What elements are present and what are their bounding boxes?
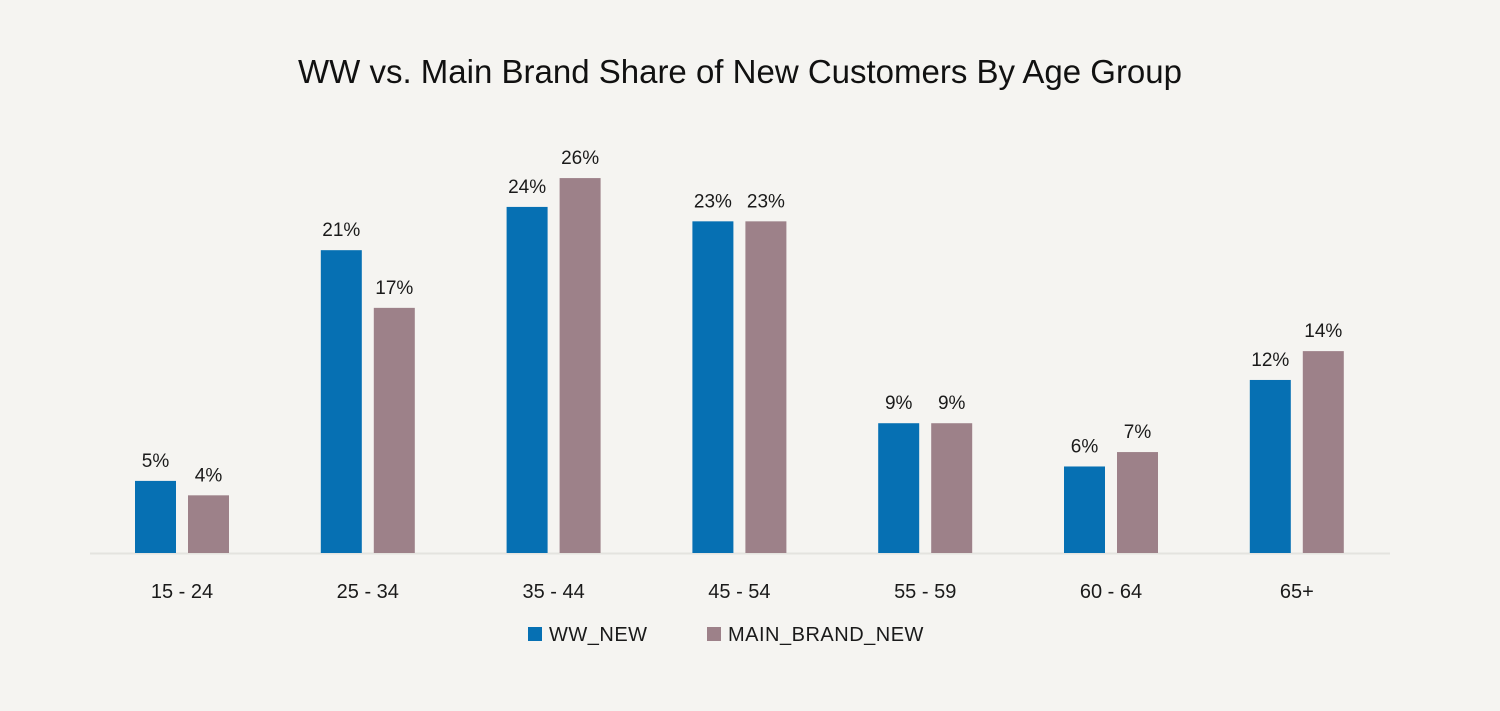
bar-main-brand-new-3 bbox=[745, 221, 787, 553]
x-tick-label: 25 - 34 bbox=[337, 581, 399, 603]
bar-ww-new-0 bbox=[135, 480, 176, 553]
x-tick-label: 45 - 54 bbox=[708, 581, 770, 603]
legend-label-ww-new: WW_NEW bbox=[549, 624, 648, 646]
data-label: 9% bbox=[885, 393, 913, 414]
data-label: 4% bbox=[195, 465, 223, 486]
bar-ww-new-6 bbox=[1249, 379, 1291, 553]
data-label: 23% bbox=[747, 191, 785, 212]
bar-main-brand-new-5 bbox=[1117, 452, 1158, 553]
bar-main-brand-new-4 bbox=[931, 423, 973, 553]
data-label: 21% bbox=[322, 220, 360, 241]
x-tick-label: 65+ bbox=[1280, 581, 1314, 603]
bar-main-brand-new-1 bbox=[373, 307, 415, 553]
legend-swatch-ww-new bbox=[528, 627, 542, 641]
x-tick-label: 15 - 24 bbox=[151, 581, 213, 603]
bar-ww-new-1 bbox=[320, 250, 362, 553]
legend: WW_NEW MAIN_BRAND_NEW bbox=[528, 624, 924, 646]
bar-ww-new-5 bbox=[1064, 466, 1105, 553]
bar-ww-new-4 bbox=[878, 423, 920, 553]
data-label: 7% bbox=[1124, 422, 1152, 443]
bar-ww-new-3 bbox=[692, 221, 734, 553]
x-tick-labels-group: 15 - 24 25 - 34 35 - 44 45 - 54 55 - 59 60 - … bbox=[151, 581, 1314, 603]
bars-group bbox=[135, 178, 1344, 554]
data-label: 14% bbox=[1304, 321, 1342, 342]
bar-main-brand-new-2 bbox=[559, 178, 601, 553]
data-label: 26% bbox=[561, 148, 599, 169]
data-label: 17% bbox=[375, 278, 413, 299]
data-label: 12% bbox=[1251, 350, 1289, 371]
data-label: 23% bbox=[694, 191, 732, 212]
data-label: 24% bbox=[508, 177, 546, 198]
x-tick-label: 55 - 59 bbox=[894, 581, 956, 603]
bar-main-brand-new-6 bbox=[1302, 351, 1344, 553]
data-label: 9% bbox=[938, 393, 966, 414]
bar-main-brand-new-0 bbox=[188, 495, 229, 553]
data-label: 6% bbox=[1071, 436, 1099, 457]
x-tick-label: 35 - 44 bbox=[522, 581, 584, 603]
bar-ww-new-2 bbox=[506, 206, 548, 554]
legend-label-main-brand-new: MAIN_BRAND_NEW bbox=[728, 624, 924, 646]
data-labels-group: 5% 4% 21% 17% 24% 26% 23% 23% 9% 9% 6% 7% 12% 14% bbox=[142, 148, 1343, 486]
legend-swatch-main-brand-new bbox=[707, 627, 721, 641]
data-label: 5% bbox=[142, 451, 170, 472]
chart-title: WW vs. Main Brand Share of New Customers… bbox=[298, 53, 1182, 90]
x-tick-label: 60 - 64 bbox=[1080, 581, 1142, 603]
